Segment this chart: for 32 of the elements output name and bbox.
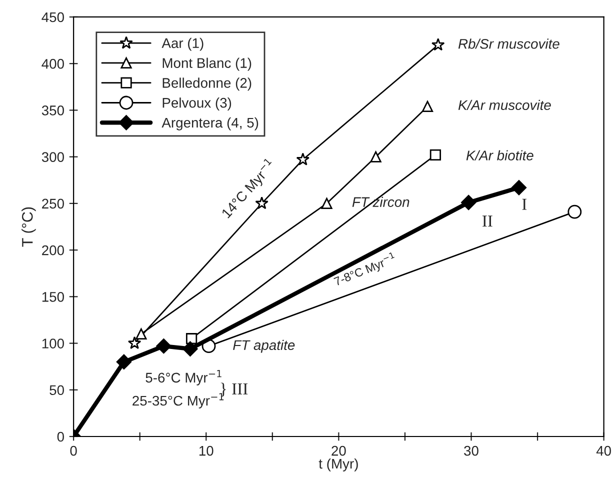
- y-tick-label: 100: [42, 338, 64, 348]
- y-tick-label: 400: [42, 58, 64, 69]
- annotation: II: [482, 216, 492, 227]
- y-axis-title: T (°C): [22, 207, 36, 247]
- annotation: 7-8°C Myr$^{−1}$: [332, 252, 398, 288]
- legend-label: Argentera (4, 5): [162, 117, 258, 130]
- x-axis-title: t (Myr): [318, 458, 358, 472]
- annotation: 14°C Myr$^{−1}$: [219, 158, 278, 220]
- y-tick-label: 450: [42, 12, 64, 22]
- annotation: Rb/Sr muscovite: [458, 38, 560, 49]
- y-tick-label: 300: [42, 152, 64, 162]
- y-tick-label: 200: [42, 245, 64, 256]
- x-tick-label: 40: [596, 446, 611, 456]
- x-tick-label: 10: [199, 446, 214, 456]
- annotation: FT zircon: [352, 196, 410, 207]
- legend-label: Belledonne (2): [162, 78, 252, 91]
- legend-label: Aar (1): [162, 38, 204, 51]
- annotation: K/Ar biotite: [466, 150, 534, 160]
- legend-label: Pelvoux (3): [162, 98, 232, 110]
- y-tick-label: 50: [50, 385, 64, 396]
- annotation: I: [522, 198, 527, 210]
- x-tick-label: 0: [70, 446, 77, 456]
- annotation: 5-6°C Myr$^{−1}$: [146, 370, 222, 386]
- annotation: FT apatite: [233, 340, 295, 353]
- legend-label: Mont Blanc (1): [162, 58, 252, 71]
- y-tick-label: 350: [42, 106, 64, 116]
- y-tick-label: 0: [57, 432, 64, 442]
- annotation: K/Ar muscovite: [458, 100, 551, 110]
- x-tick-label: 30: [464, 446, 478, 456]
- y-tick-label: 250: [42, 198, 64, 209]
- y-tick-label: 150: [42, 292, 64, 302]
- x-tick-label: 20: [332, 446, 346, 456]
